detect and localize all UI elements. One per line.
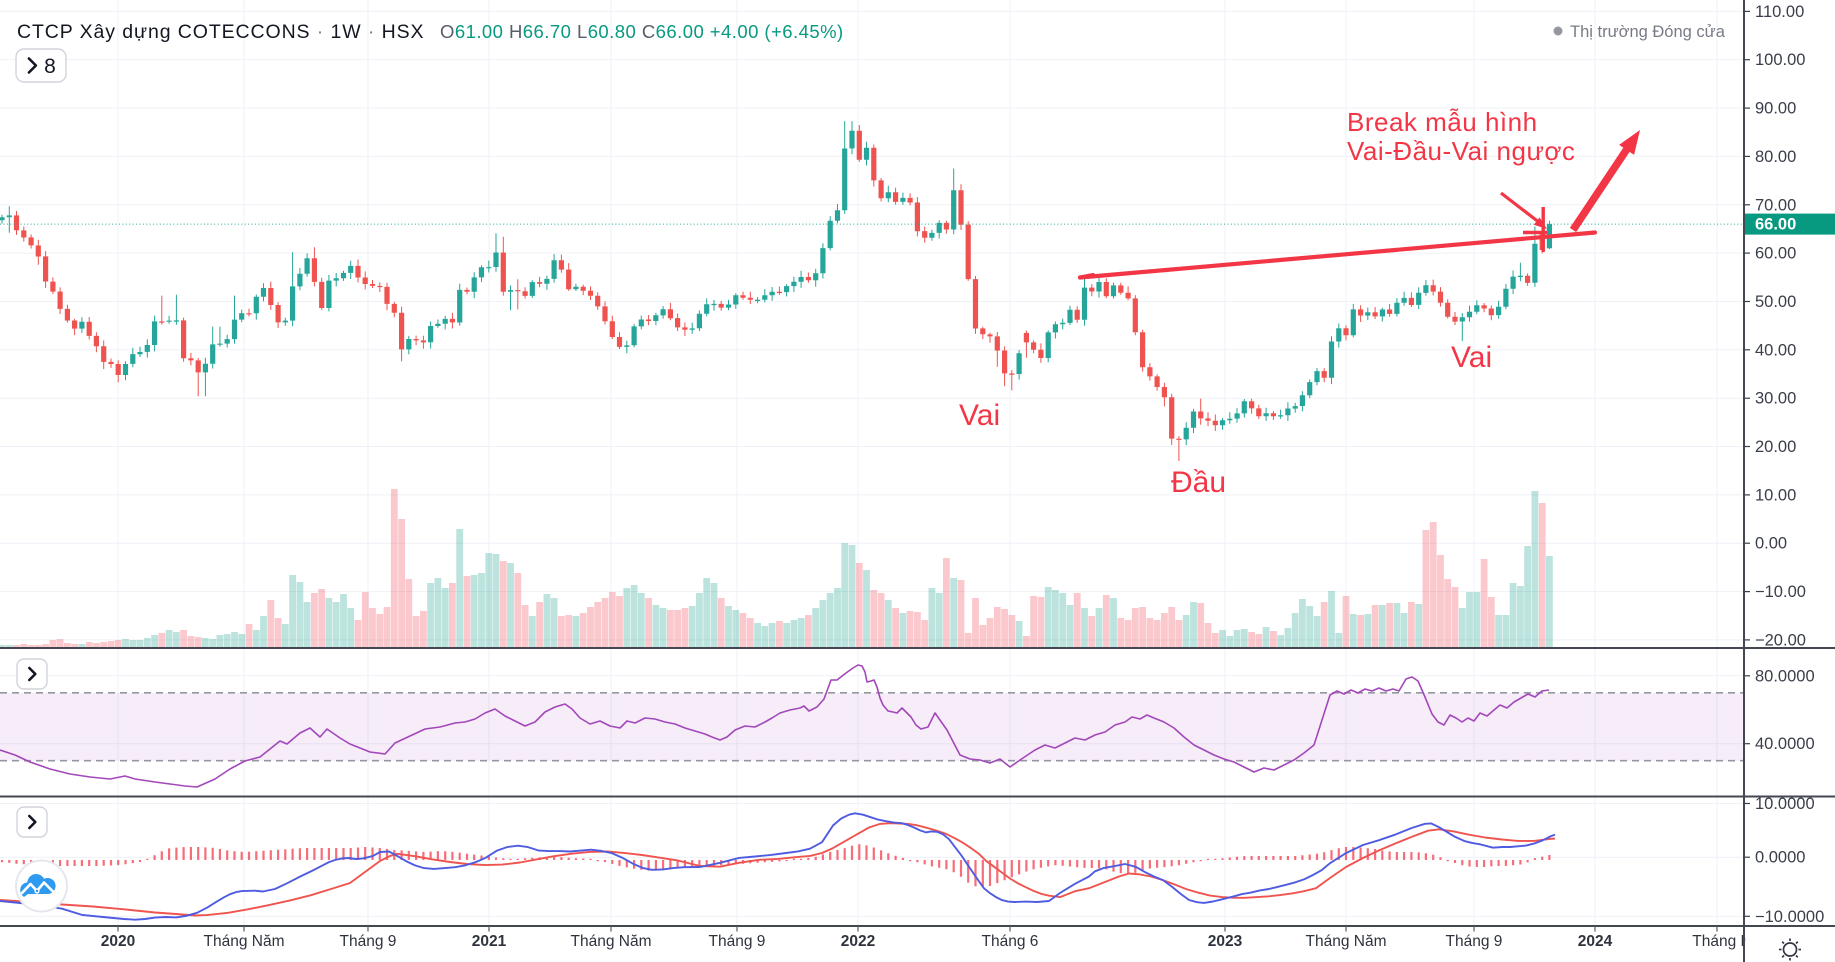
svg-text:0.00: 0.00 (1755, 535, 1787, 553)
svg-text:2024: 2024 (1578, 933, 1613, 950)
svg-text:O61.00 H66.70 L60.80 C66.00 +4: O61.00 H66.70 L60.80 C66.00 +4.00 (+6.45… (440, 21, 844, 42)
svg-text:Tháng Năm: Tháng Năm (571, 933, 652, 950)
svg-text:Break mẫu hình: Break mẫu hình (1347, 107, 1538, 137)
svg-text:2022: 2022 (841, 933, 875, 950)
svg-text:Đầu: Đầu (1171, 466, 1226, 499)
svg-text:80.00: 80.00 (1755, 148, 1796, 166)
svg-text:Vai-Đầu-Vai ngược: Vai-Đầu-Vai ngược (1347, 136, 1575, 166)
svg-text:10.0000: 10.0000 (1755, 795, 1815, 813)
svg-text:Vai: Vai (959, 399, 1000, 432)
svg-text:80.0000: 80.0000 (1755, 667, 1815, 685)
svg-text:−20.00: −20.00 (1755, 631, 1806, 649)
svg-text:90.00: 90.00 (1755, 100, 1796, 118)
svg-text:CTCP Xây dựng COTECCONS · 1W ·: CTCP Xây dựng COTECCONS · 1W · HSX (17, 21, 424, 43)
svg-text:20.00: 20.00 (1755, 438, 1796, 456)
svg-text:70.00: 70.00 (1755, 196, 1796, 214)
svg-text:60.00: 60.00 (1755, 245, 1796, 263)
svg-text:100.00: 100.00 (1755, 51, 1805, 69)
svg-text:2020: 2020 (101, 933, 135, 950)
svg-text:Vai: Vai (1451, 341, 1492, 374)
svg-text:2021: 2021 (472, 933, 507, 950)
svg-text:−10.0000: −10.0000 (1755, 908, 1824, 926)
svg-text:Tháng 9: Tháng 9 (340, 933, 397, 950)
svg-text:8: 8 (44, 55, 56, 78)
svg-text:−10.00: −10.00 (1755, 583, 1806, 601)
svg-text:30.00: 30.00 (1755, 390, 1796, 408)
svg-text:Tháng Năm: Tháng Năm (1306, 933, 1387, 950)
svg-text:40.0000: 40.0000 (1755, 735, 1815, 753)
svg-text:10.00: 10.00 (1755, 486, 1796, 504)
svg-text:Tháng 9: Tháng 9 (1446, 933, 1503, 950)
svg-text:50.00: 50.00 (1755, 293, 1796, 311)
svg-text:40.00: 40.00 (1755, 341, 1796, 359)
svg-text:Tháng 6: Tháng 6 (982, 933, 1039, 950)
svg-text:Tháng 9: Tháng 9 (709, 933, 766, 950)
svg-text:Tháng N: Tháng N (1692, 933, 1751, 950)
svg-text:0.0000: 0.0000 (1755, 849, 1805, 867)
svg-text:2023: 2023 (1208, 933, 1243, 950)
svg-text:Thị trường Đóng cửa: Thị trường Đóng cửa (1570, 23, 1726, 41)
svg-text:66.00: 66.00 (1755, 216, 1796, 234)
svg-text:Tháng Năm: Tháng Năm (204, 933, 285, 950)
svg-text:110.00: 110.00 (1755, 3, 1804, 21)
